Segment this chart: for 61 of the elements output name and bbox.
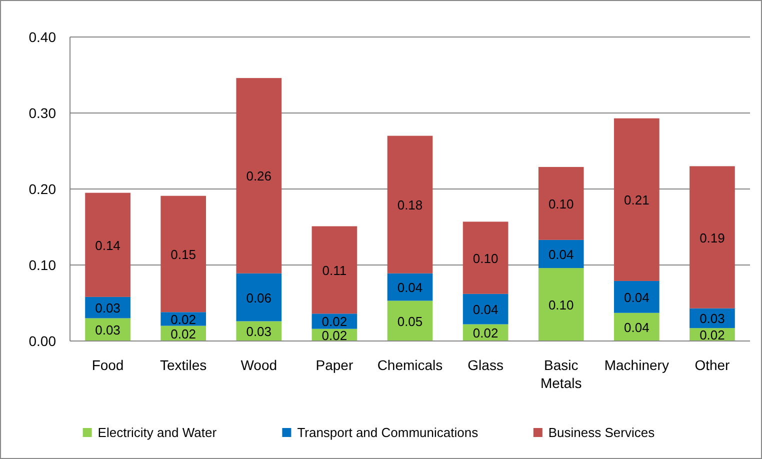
bar — [236, 273, 282, 322]
data-label: 0.02 — [322, 328, 348, 343]
x-tick-label: Food — [92, 357, 124, 373]
bar — [387, 300, 433, 341]
bar — [614, 312, 660, 341]
bar — [538, 268, 584, 341]
y-tick-label: 0.10 — [28, 257, 56, 273]
data-label: 0.15 — [170, 246, 196, 262]
data-label: 0.05 — [397, 314, 423, 329]
data-label: 0.04 — [624, 290, 650, 305]
data-label: 0.06 — [246, 290, 272, 306]
data-label: 0.11 — [322, 262, 347, 278]
data-label: 0.10 — [548, 196, 574, 212]
bar — [614, 118, 660, 281]
x-tick-label: Basic Metals — [540, 357, 582, 391]
data-label: 0.02 — [700, 328, 725, 343]
legend-label: Transport and Communications — [297, 425, 479, 440]
bar — [387, 136, 433, 274]
bar — [387, 273, 433, 301]
data-label: 0.02 — [322, 314, 348, 330]
y-tick-label: 0.40 — [28, 29, 56, 45]
y-tick-label: 0.30 — [28, 105, 56, 121]
bar — [236, 78, 282, 274]
data-label: 0.10 — [548, 298, 574, 313]
data-label: 0.21 — [624, 192, 650, 208]
data-label: 0.18 — [397, 198, 423, 213]
data-label: 0.04 — [397, 280, 423, 296]
data-label: 0.02 — [472, 326, 498, 341]
bar — [85, 192, 130, 297]
bar — [462, 222, 508, 294]
data-label: 0.02 — [170, 326, 196, 342]
data-label: 0.03 — [246, 324, 272, 340]
x-tick-label: Machinery — [604, 357, 669, 373]
data-label: 0.03 — [95, 300, 120, 316]
data-label: 0.04 — [472, 302, 498, 318]
bar — [462, 294, 508, 324]
bar — [538, 166, 584, 240]
data-label: 0.10 — [472, 250, 498, 266]
bar — [614, 280, 660, 313]
x-tick-label: Glass — [468, 357, 504, 373]
y-tick-label: 0.20 — [28, 181, 56, 197]
data-label: 0.26 — [246, 168, 272, 184]
data-label: 0.03 — [700, 311, 725, 326]
bar — [312, 226, 358, 314]
data-label: 0.14 — [95, 238, 120, 253]
data-label: 0.04 — [624, 320, 650, 335]
bar — [538, 240, 584, 268]
x-tick-label: Paper — [316, 357, 354, 373]
x-tick-label: Wood — [240, 357, 278, 373]
y-tick-label: 0.00 — [28, 333, 56, 349]
data-label: 0.19 — [700, 230, 725, 246]
bar — [690, 166, 735, 308]
data-label: 0.02 — [170, 312, 196, 327]
data-label: 0.03 — [95, 322, 120, 338]
x-tick-label: Other — [694, 357, 730, 373]
data-label: 0.04 — [548, 246, 574, 262]
legend-label: Electricity and Water — [98, 425, 218, 440]
legend-label: Business Services — [548, 425, 656, 440]
bar — [160, 196, 206, 312]
x-tick-label: Textiles — [160, 357, 207, 373]
x-tick-label: Chemicals — [377, 357, 443, 373]
